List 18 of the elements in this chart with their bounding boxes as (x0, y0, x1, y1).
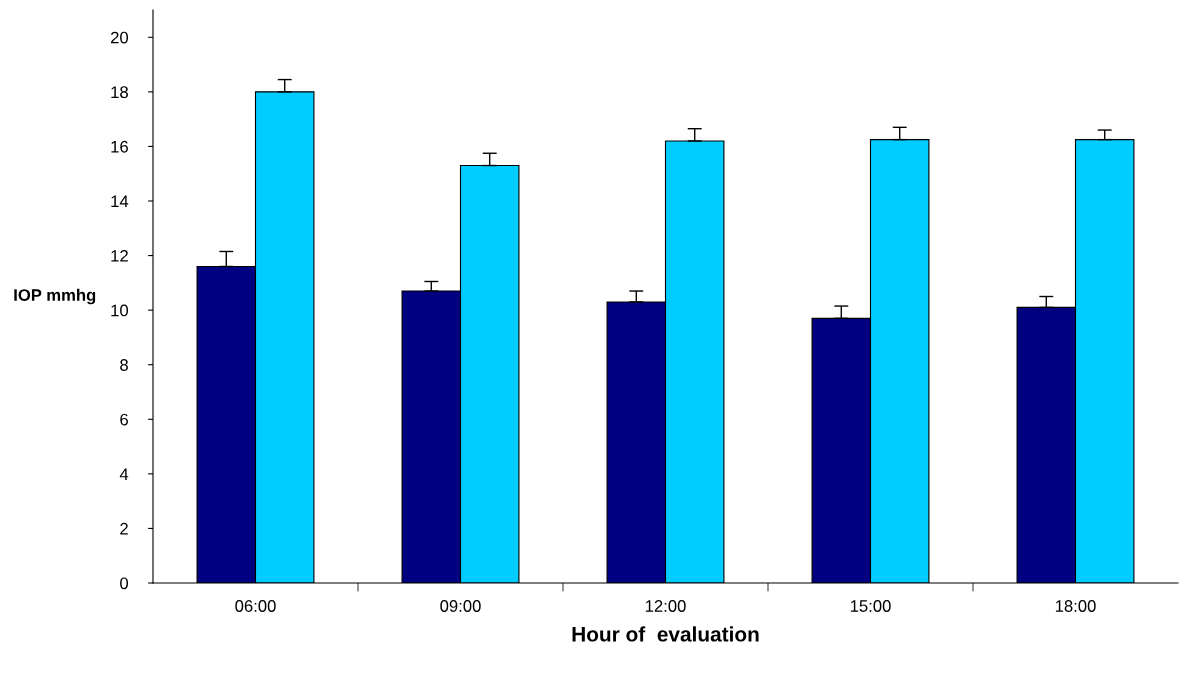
x-axis-title: Hour of evaluation (572, 626, 759, 642)
y-tick-label: 4 (119, 468, 129, 480)
y-tick-label: 2 (120, 522, 128, 535)
x-tick-label: 09:00 (440, 600, 481, 612)
x-tick-label: 06:00 (235, 600, 276, 612)
x-tick-label: 18:00 (1055, 600, 1096, 612)
y-tick-label: 8 (120, 359, 128, 371)
x-tick-label: 15:00 (850, 600, 891, 612)
y-tick-label: 12 (111, 249, 128, 262)
y-tick-label: 14 (111, 195, 129, 208)
x-tick-label: 12:00 (645, 600, 686, 612)
y-axis-title: IOP mmhg (14, 288, 96, 305)
y-tick-label: 6 (120, 413, 128, 426)
y-tick-label: 20 (111, 31, 129, 44)
y-tick-label: 16 (111, 140, 128, 153)
y-tick-label: 10 (111, 304, 129, 317)
y-tick-label: 0 (120, 577, 129, 590)
y-tick-label: 18 (111, 86, 128, 99)
